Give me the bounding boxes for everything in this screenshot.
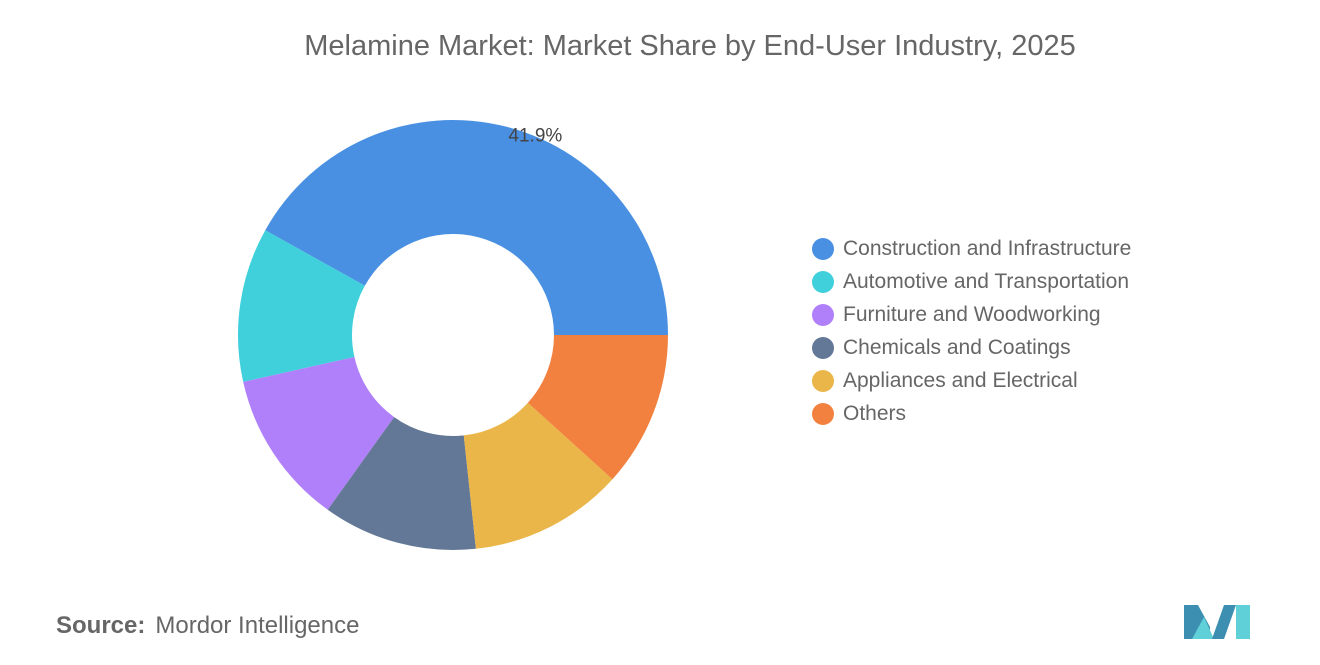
legend-label: Appliances and Electrical — [843, 368, 1078, 392]
legend-item: Furniture and Woodworking — [812, 298, 1131, 331]
legend-label: Chemicals and Coatings — [843, 335, 1071, 359]
legend-label: Furniture and Woodworking — [843, 302, 1101, 326]
legend: Construction and Infrastructure Automotiv… — [812, 232, 1131, 430]
mordor-intelligence-logo — [1184, 605, 1250, 639]
legend-swatch — [812, 336, 834, 359]
slice-appliances-and-electrical — [463, 402, 613, 549]
legend-item: Automotive and Transportation — [812, 265, 1131, 298]
legend-swatch — [812, 402, 834, 425]
legend-item: Chemicals and Coatings — [812, 331, 1131, 364]
legend-item: Appliances and Electrical — [812, 364, 1131, 397]
legend-item: Others — [812, 397, 1131, 430]
slice-others — [527, 335, 668, 480]
legend-label: Automotive and Transportation — [843, 269, 1130, 293]
source-note: Source: Mordor Intelligence — [56, 612, 359, 640]
legend-swatch — [812, 369, 834, 392]
chart-title: Melamine Market: Market Share by End-Use… — [304, 30, 1076, 62]
legend-swatch — [812, 237, 834, 260]
source-text: Mordor Intelligence — [155, 612, 360, 639]
slice-chemicals-and-coatings — [327, 417, 476, 551]
legend-swatch — [812, 303, 834, 326]
slice-automotive-and-transportation — [237, 230, 365, 382]
source-label: Source: — [56, 612, 146, 639]
data-label: 41.9% — [508, 126, 562, 147]
legend-label: Others — [843, 401, 907, 425]
legend-swatch — [812, 270, 834, 293]
legend-label: Construction and Infrastructure — [843, 236, 1132, 260]
slice-furniture-and-woodworking — [243, 357, 395, 510]
legend-item: Construction and Infrastructure — [812, 232, 1131, 265]
slice-construction-and-infrastructure — [265, 119, 668, 335]
